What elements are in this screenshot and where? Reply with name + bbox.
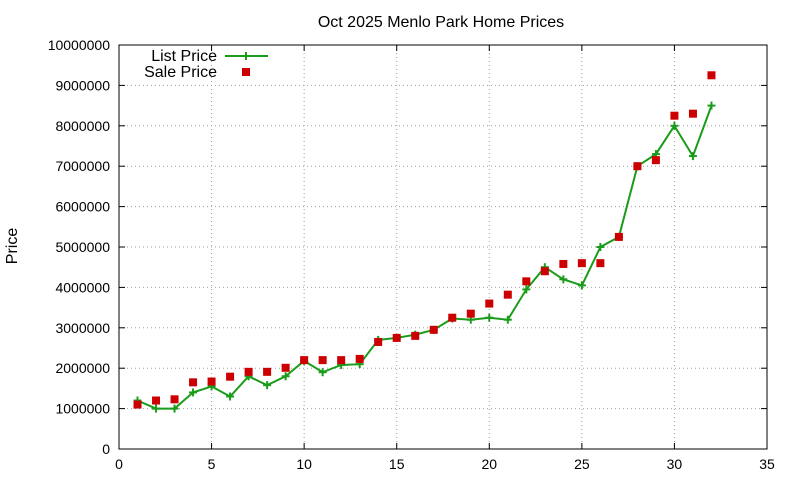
sale-price-point	[448, 313, 457, 322]
legend-marker-list-price	[242, 52, 250, 60]
sale-price-point	[337, 356, 346, 365]
list-price-point	[485, 313, 494, 322]
sale-price-point	[133, 400, 142, 409]
list-price-point	[318, 368, 327, 377]
list-price-point	[281, 372, 290, 381]
list-price-point	[707, 101, 716, 110]
sale-price-point	[540, 267, 549, 276]
sale-price-point	[707, 71, 716, 80]
y-tick-label: 8000000	[55, 118, 110, 134]
sale-price-point	[522, 277, 531, 286]
list-price-point	[577, 281, 586, 290]
y-tick-label: 10000000	[48, 37, 111, 53]
sale-price-point	[244, 367, 253, 376]
y-tick-label: 6000000	[55, 199, 110, 215]
y-tick-label: 7000000	[55, 158, 110, 174]
list-price-point	[670, 121, 679, 130]
list-price-point	[688, 152, 697, 161]
sale-price-point	[466, 309, 475, 318]
sale-price-point	[651, 156, 660, 165]
series-layer	[133, 71, 716, 413]
sale-price-point	[596, 259, 605, 268]
legend-label-sale-price: Sale Price	[144, 64, 217, 81]
y-tick-label: 0	[102, 441, 110, 457]
y-axis-label: Price	[4, 228, 21, 265]
list-price-point	[226, 392, 235, 401]
y-tick-label: 9000000	[55, 77, 110, 93]
y-tick-label: 4000000	[55, 279, 110, 295]
chart-title: Oct 2025 Menlo Park Home Prices	[318, 14, 564, 31]
x-tick-label: 35	[759, 456, 775, 472]
list-price-point	[596, 243, 605, 251]
sale-price-point	[503, 290, 512, 299]
sale-price-point	[633, 162, 642, 171]
list-price-point	[503, 315, 512, 324]
sale-price-point	[226, 372, 235, 381]
sale-price-point	[485, 299, 494, 308]
sale-price-point	[429, 325, 438, 334]
list-price-point	[170, 404, 179, 413]
x-tick-label: 0	[115, 456, 123, 472]
list-price-point	[522, 285, 531, 294]
sale-price-point	[688, 109, 697, 118]
sale-price-point	[170, 395, 179, 404]
sale-price-point	[614, 232, 623, 241]
sale-price-point	[263, 367, 272, 376]
x-tick-label: 5	[208, 456, 216, 472]
sale-price-point	[152, 396, 161, 405]
sale-price-point	[355, 354, 364, 363]
ticks-layer: 0 5 10 15 20 25 30 35 0 1000000 2000000 3000000 4000…	[48, 37, 775, 472]
x-tick-label: 20	[481, 456, 497, 472]
sale-price-point	[577, 259, 586, 268]
legend-cross	[242, 52, 250, 60]
list-price-point	[189, 388, 198, 397]
y-tick-label: 3000000	[55, 320, 110, 336]
sale-price-point	[559, 259, 568, 268]
x-tick-label: 25	[574, 456, 590, 472]
sale-price-point	[411, 331, 420, 340]
list-price-line	[137, 105, 713, 410]
sale-price-point	[318, 356, 327, 365]
x-tick-label: 10	[296, 456, 312, 472]
sale-price-point	[189, 378, 198, 387]
legend-marker-sale-price	[242, 68, 250, 76]
legend-label-list-price: List Price	[151, 48, 217, 65]
y-tick-label: 1000000	[55, 401, 110, 417]
y-tick-label: 5000000	[55, 239, 110, 255]
y-tick-label: 2000000	[55, 360, 110, 376]
grid-layer	[119, 45, 767, 449]
sale-price-point	[207, 377, 216, 386]
x-tick-label: 15	[389, 456, 405, 472]
x-tick-label: 30	[667, 456, 683, 472]
list-price-point	[263, 381, 272, 390]
sale-price-point	[374, 337, 383, 346]
list-price-point	[559, 275, 568, 284]
sale-price-point	[300, 356, 309, 365]
sale-price-point	[281, 363, 290, 372]
sale-price-point	[670, 111, 679, 120]
list-price-point	[152, 404, 161, 413]
legend: List Price Sale Price	[144, 48, 268, 81]
sale-price-point	[392, 333, 401, 342]
